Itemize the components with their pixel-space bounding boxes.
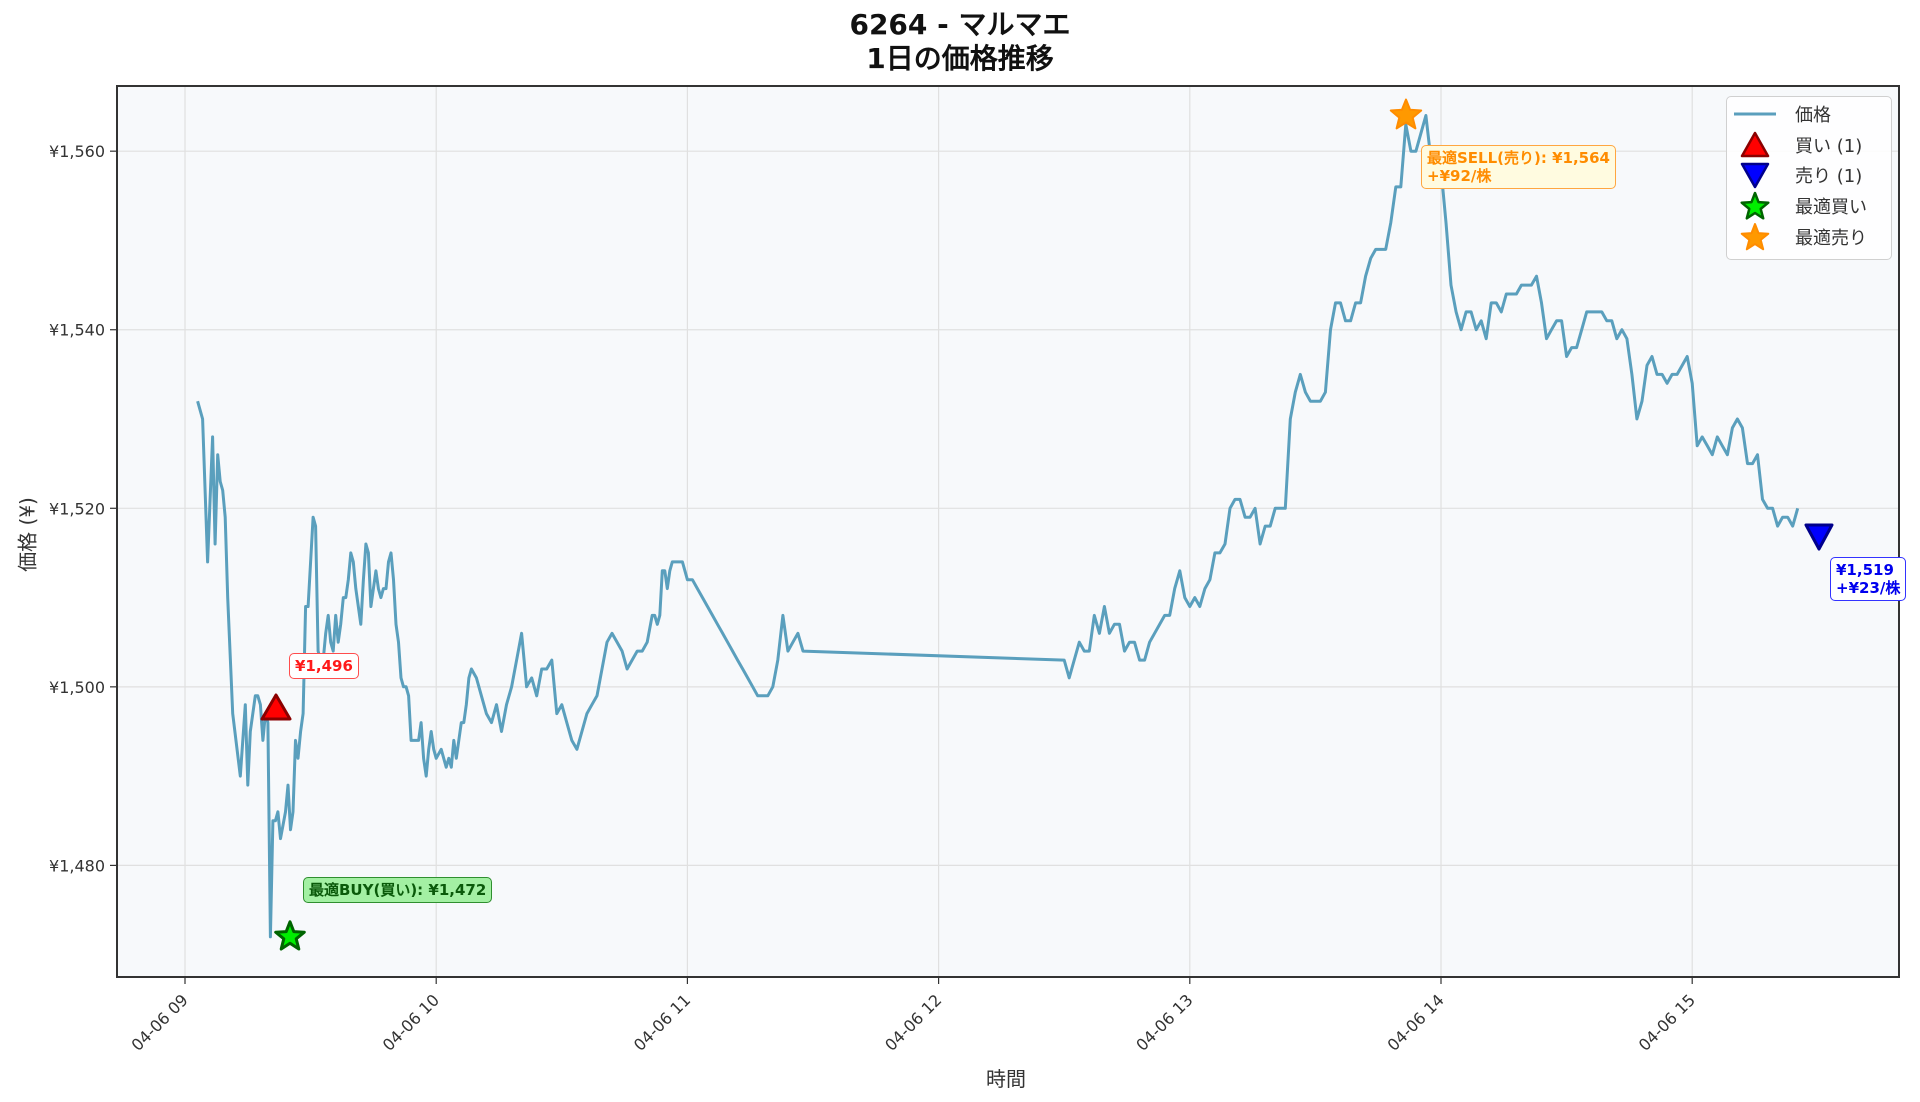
down-triangle-icon [1740, 162, 1770, 189]
grid-lines [117, 86, 1899, 977]
x-tick-label: 04-06 11 [630, 990, 694, 1054]
y-axis-label: 価格 (¥) [15, 497, 40, 572]
x-tick-label: 04-06 13 [1132, 990, 1196, 1054]
plot-area [117, 86, 1899, 977]
legend-item-buy: 買い (1) [1727, 130, 1891, 160]
line-swatch-icon [1734, 112, 1776, 116]
price-line [196, 114, 1800, 939]
x-tick-label: 04-06 14 [1384, 990, 1448, 1054]
chart-title: 6264 - マルマエ 1日の価格推移 [0, 8, 1920, 76]
legend-item-best-sell: 最適売り [1727, 222, 1891, 252]
y-tick-label: ¥1,560 [49, 142, 105, 161]
sell-marker [1804, 523, 1834, 551]
x-tick-label: 04-06 09 [128, 990, 192, 1054]
best-sell-marker [1389, 98, 1423, 130]
green-star-icon [1740, 191, 1770, 220]
chart-title-line1: 6264 - マルマエ [849, 8, 1071, 41]
y-tick-label: ¥1,540 [49, 321, 105, 340]
x-tick-label: 04-06 10 [379, 990, 443, 1054]
x-tick-label: 04-06 15 [1635, 990, 1699, 1054]
best-sell-profit: +¥92/株 [1427, 167, 1492, 185]
up-triangle-icon [1740, 131, 1770, 158]
chart-title-line2: 1日の価格推移 [866, 42, 1054, 75]
plot-frame [116, 85, 1900, 978]
best-buy-marker [274, 920, 306, 951]
legend: 価格 買い (1) 売り (1) 最適買い 最適売り [1726, 96, 1892, 260]
sell-annotation: ¥1,519 +¥23/株 [1830, 557, 1907, 601]
best-sell-annotation: 最適SELL(売り): ¥1,564 +¥92/株 [1421, 145, 1616, 189]
y-tick-label: ¥1,480 [49, 856, 105, 875]
buy-price-annotation: ¥1,496 [289, 653, 359, 679]
x-tick-label: 04-06 12 [881, 990, 945, 1054]
best-buy-annotation: 最適BUY(買い): ¥1,472 [303, 877, 493, 903]
buy-marker [260, 693, 292, 721]
sell-price: ¥1,519 [1836, 561, 1894, 579]
y-tick-label: ¥1,500 [49, 678, 105, 697]
legend-item-sell: 売り (1) [1727, 160, 1891, 190]
x-axis-label: 時間 [986, 1067, 1026, 1091]
sell-profit: +¥23/株 [1836, 579, 1901, 597]
orange-star-icon [1740, 223, 1770, 251]
best-sell-price: 最適SELL(売り): ¥1,564 [1427, 149, 1610, 167]
legend-item-best-buy: 最適買い [1727, 191, 1891, 221]
y-tick-label: ¥1,520 [49, 499, 105, 518]
legend-item-price: 価格 [1727, 99, 1891, 129]
